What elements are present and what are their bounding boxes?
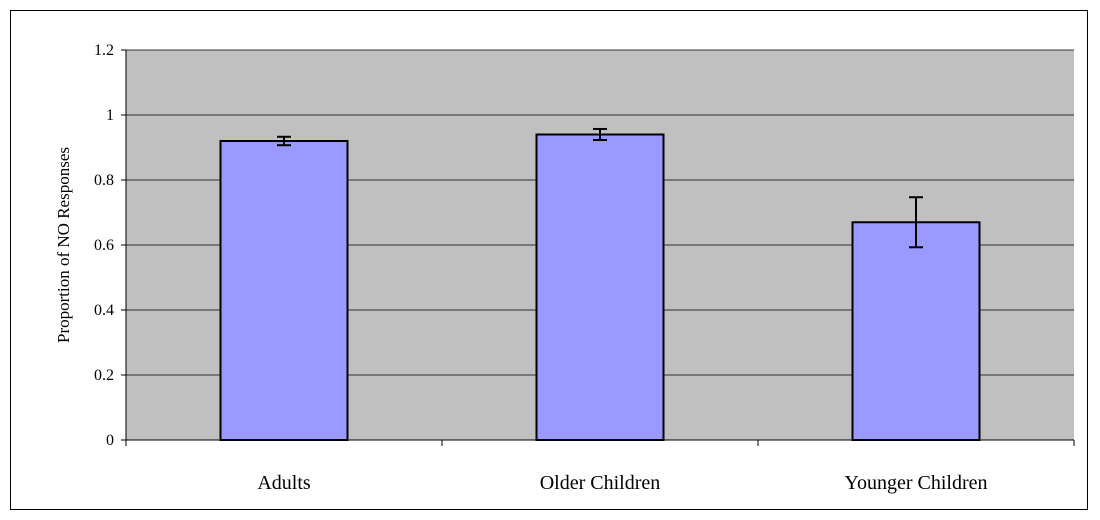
error-bar-younger-children [909,196,923,249]
axes [121,49,1075,446]
y-tick-label-0: 0 [106,432,114,449]
y-tick-labels: 0 0.2 0.4 0.6 0.8 1 1.2 [94,42,114,449]
x-category-label-2: Younger Children [845,472,988,494]
error-bar-older-children [593,127,607,142]
bars [219,133,981,441]
bar-younger-children [851,221,981,441]
x-category-label-1: Older Children [540,472,661,494]
y-tick-label-5: 1 [106,107,114,124]
error-bars [277,127,923,249]
x-category-labels: Adults Older Children Younger Children [257,472,987,494]
y-axis-title: Proportion of NO Responses [54,147,73,343]
bar-older-children [535,133,665,441]
bar-adults [219,140,349,441]
y-tick-label-2: 0.4 [94,302,114,319]
error-bar-adults [277,135,291,147]
chart-frame: 0 0.2 0.4 0.6 0.8 1 1.2 Adults Older Children Yo… [10,10,1088,510]
y-tick-label-6: 1.2 [94,42,114,59]
x-category-label-0: Adults [257,472,311,494]
y-tick-label-1: 0.2 [94,367,114,384]
bar-chart: 0 0.2 0.4 0.6 0.8 1 1.2 Adults Older Children Yo… [54,42,1075,494]
y-tick-label-4: 0.8 [94,172,114,189]
y-tick-label-3: 0.6 [94,237,114,254]
